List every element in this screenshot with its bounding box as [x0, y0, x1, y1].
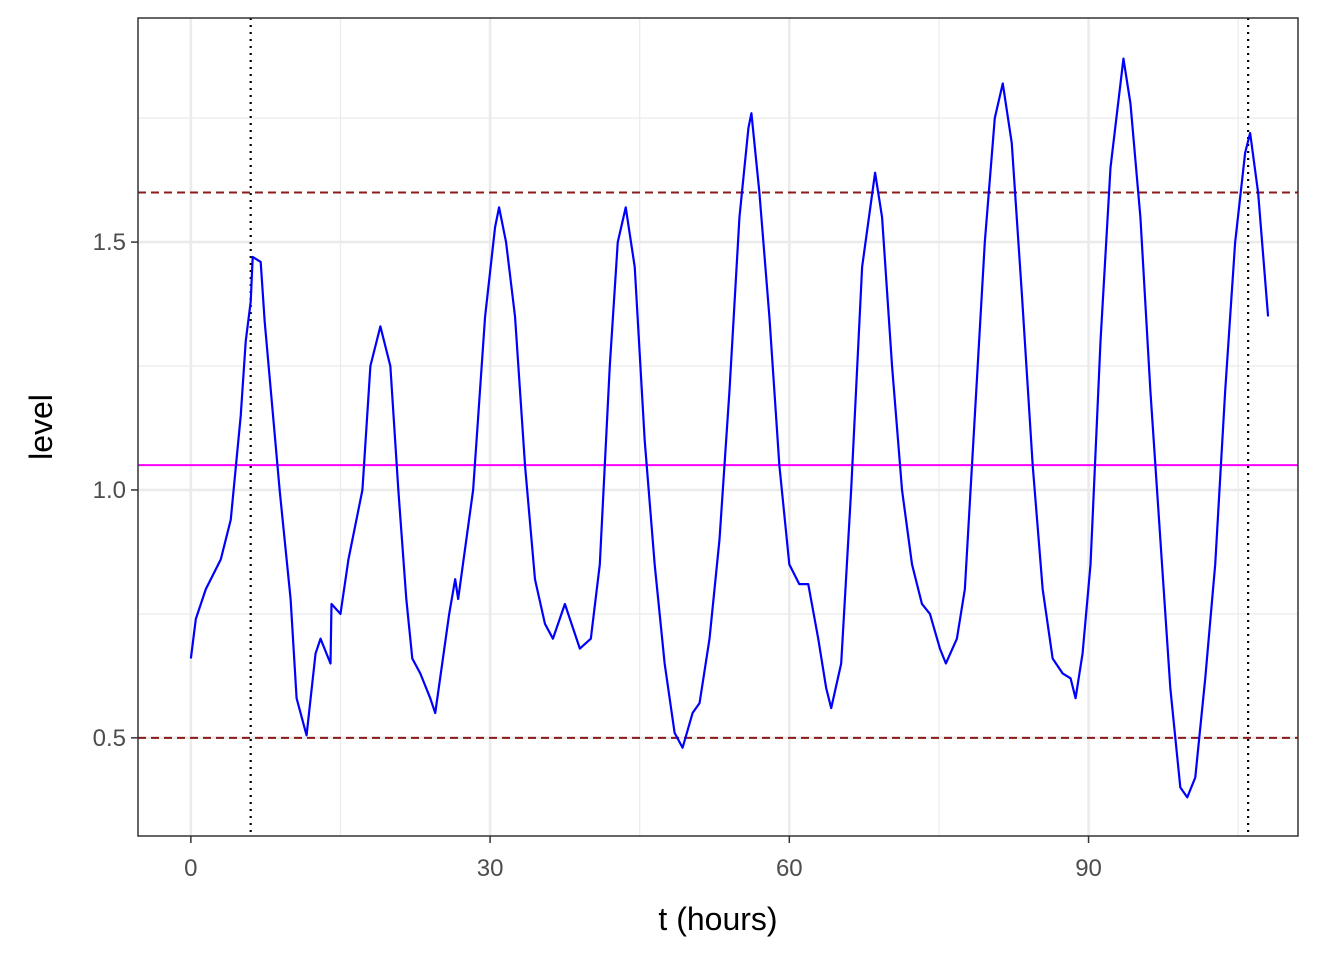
y-tick-label: 0.5 — [93, 725, 126, 752]
x-tick-label: 30 — [477, 855, 504, 882]
data-line — [189, 57, 1270, 799]
y-tick-label: 1.0 — [93, 477, 126, 504]
x-tick-label: 90 — [1075, 855, 1102, 882]
x-axis-title: t (hours) — [658, 901, 777, 937]
x-tick-label: 0 — [184, 855, 197, 882]
panel-border — [137, 17, 1299, 837]
x-tick-label: 60 — [776, 855, 803, 882]
plot-panel — [138, 18, 1298, 836]
y-axis-title: level — [23, 394, 59, 460]
y-tick-label: 1.5 — [93, 229, 126, 256]
